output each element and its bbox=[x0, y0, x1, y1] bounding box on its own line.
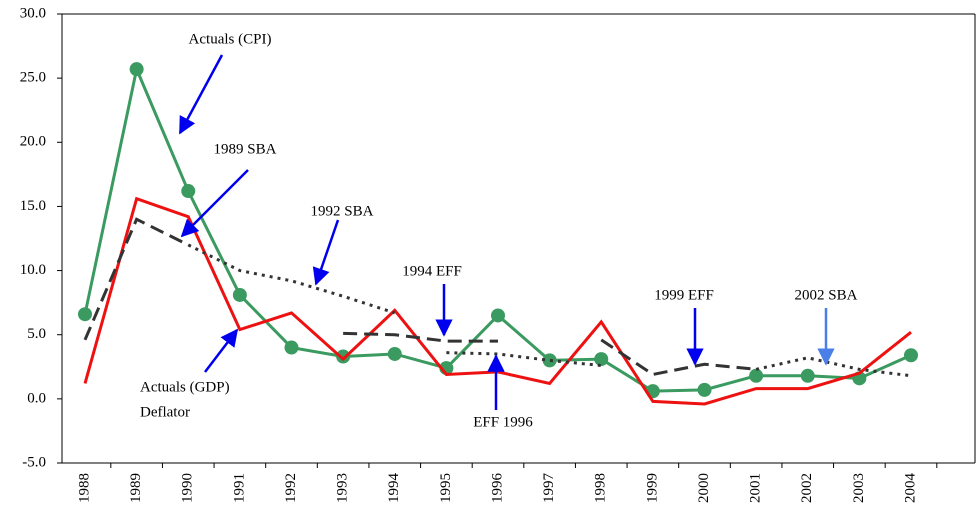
x-tick-label: 2001 bbox=[748, 473, 764, 503]
series-line bbox=[83, 64, 912, 393]
x-tick-label: 1992 bbox=[283, 473, 299, 503]
y-tick-label: 5.0 bbox=[27, 326, 46, 342]
x-tick-label: 1998 bbox=[593, 473, 609, 503]
x-tick-label: 1994 bbox=[386, 473, 402, 504]
series-line bbox=[343, 331, 498, 343]
x-tick-label: 1999 bbox=[644, 473, 660, 503]
annotation-arrow bbox=[180, 169, 249, 238]
annotation: Actuals (GDP) bbox=[140, 379, 230, 395]
annotation: 1994 EFF bbox=[402, 263, 462, 279]
x-tick-label: 2002 bbox=[799, 473, 815, 503]
series-marker bbox=[749, 368, 764, 383]
series-marker bbox=[697, 382, 712, 397]
series-line bbox=[446, 351, 602, 367]
series-marker bbox=[491, 308, 505, 323]
x-tick-label: 1990 bbox=[180, 473, 196, 503]
series-line bbox=[755, 356, 912, 378]
x-tick-label: 1991 bbox=[231, 473, 247, 503]
series-marker bbox=[181, 184, 196, 199]
annotation: 1989 SBA bbox=[214, 141, 277, 157]
x-tick-label: 1989 bbox=[128, 473, 144, 503]
annotation: 1999 EFF bbox=[654, 287, 714, 303]
y-tick-label: 25.0 bbox=[20, 70, 46, 86]
x-tick-label: 1993 bbox=[335, 473, 351, 503]
annotation: Actuals (CPI) bbox=[189, 31, 272, 47]
y-tick-label: 0.0 bbox=[27, 390, 46, 406]
x-tick-label: 2004 bbox=[902, 473, 918, 504]
y-tick-label: -5.0 bbox=[22, 454, 46, 470]
series-marker bbox=[800, 368, 815, 383]
x-tick-label: 1996 bbox=[489, 473, 505, 504]
series-marker bbox=[542, 353, 557, 368]
series-marker bbox=[78, 307, 92, 322]
series-marker bbox=[904, 348, 918, 363]
y-tick-label: 20.0 bbox=[20, 134, 46, 150]
series-line bbox=[600, 338, 757, 377]
annotation: Deflator bbox=[140, 404, 190, 420]
annotation: 2002 SBA bbox=[795, 287, 858, 303]
annotation: EFF 1996 bbox=[473, 414, 533, 430]
series-marker bbox=[336, 349, 351, 364]
series-marker bbox=[284, 340, 299, 355]
series-marker bbox=[129, 62, 144, 77]
x-tick-label: 1988 bbox=[76, 473, 92, 503]
series-line bbox=[83, 196, 912, 406]
annotation-arrow bbox=[204, 328, 239, 373]
x-tick-label: 2000 bbox=[696, 473, 712, 503]
x-tick-label: 1995 bbox=[438, 473, 454, 503]
x-tick-label: 2003 bbox=[851, 473, 867, 503]
y-tick-label: 15.0 bbox=[20, 198, 46, 214]
series-marker bbox=[232, 287, 247, 302]
annotation: 1992 SBA bbox=[311, 203, 374, 219]
series-marker bbox=[387, 346, 402, 361]
series-marker bbox=[594, 352, 609, 367]
y-tick-label: 10.0 bbox=[20, 262, 46, 278]
series-line bbox=[83, 217, 189, 341]
x-tick-label: 1997 bbox=[541, 473, 557, 504]
annotation-arrow bbox=[178, 54, 224, 135]
annotation-arrow bbox=[312, 219, 340, 286]
y-tick-label: 30.0 bbox=[20, 5, 46, 21]
